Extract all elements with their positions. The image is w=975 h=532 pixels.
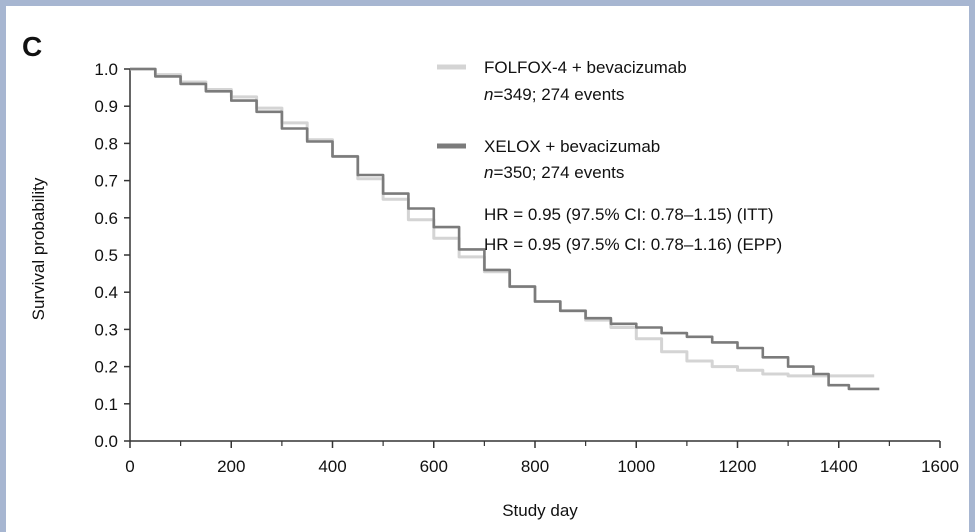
x-tick-label: 1000 <box>617 457 655 476</box>
y-tick-label: 0.7 <box>94 172 118 191</box>
y-tick-label: 0.8 <box>94 134 118 153</box>
y-tick-label: 0.9 <box>94 97 118 116</box>
y-tick-label: 1.0 <box>94 60 118 79</box>
panel-label: C <box>22 31 42 62</box>
legend: FOLFOX-4 + bevacizumab n=349; 274 events… <box>437 58 782 254</box>
hr-annotation-itt: HR = 0.95 (97.5% CI: 0.78–1.15) (ITT) <box>484 205 774 224</box>
x-tick-label: 200 <box>217 457 245 476</box>
series-layer <box>130 67 880 391</box>
y-tick-label: 0.6 <box>94 209 118 228</box>
y-tick-label: 0.1 <box>94 395 118 414</box>
y-tick-label: 0.4 <box>94 283 118 302</box>
y-tick-label: 0.0 <box>94 432 118 451</box>
legend-sub-xelox: n=350; 274 events <box>484 163 624 182</box>
x-tick-label: 400 <box>318 457 346 476</box>
legend-sub-folfox: n=349; 274 events <box>484 85 624 104</box>
survival-chart: C 0.0 0.1 0.2 0.3 0.4 0.5 0.6 0.7 0.8 0.9 1.0 0 200… <box>22 31 959 520</box>
hr-annotation-epp: HR = 0.95 (97.5% CI: 0.78–1.16) (EPP) <box>484 235 782 254</box>
x-tick-label: 1600 <box>921 457 959 476</box>
y-axis: 0.0 0.1 0.2 0.3 0.4 0.5 0.6 0.7 0.8 0.9 1.0 <box>94 60 131 451</box>
x-tick-label: 600 <box>420 457 448 476</box>
x-axis: 0 200 400 600 800 1000 1200 1400 1600 <box>125 440 959 476</box>
x-axis-label: Study day <box>502 501 578 520</box>
x-tick-label: 0 <box>125 457 134 476</box>
series-line-xelox <box>130 67 880 391</box>
y-tick-label: 0.2 <box>94 358 118 377</box>
y-tick-label: 0.5 <box>94 246 118 265</box>
legend-label-xelox: XELOX + bevacizumab <box>484 137 660 156</box>
y-tick-label: 0.3 <box>94 320 118 339</box>
x-tick-label: 1200 <box>719 457 757 476</box>
x-tick-label: 1400 <box>820 457 858 476</box>
figure-panel: C 0.0 0.1 0.2 0.3 0.4 0.5 0.6 0.7 0.8 0.9 1.0 0 200… <box>6 6 969 532</box>
y-axis-label: Survival probability <box>29 177 48 320</box>
x-tick-label: 800 <box>521 457 549 476</box>
legend-label-folfox: FOLFOX-4 + bevacizumab <box>484 58 687 77</box>
